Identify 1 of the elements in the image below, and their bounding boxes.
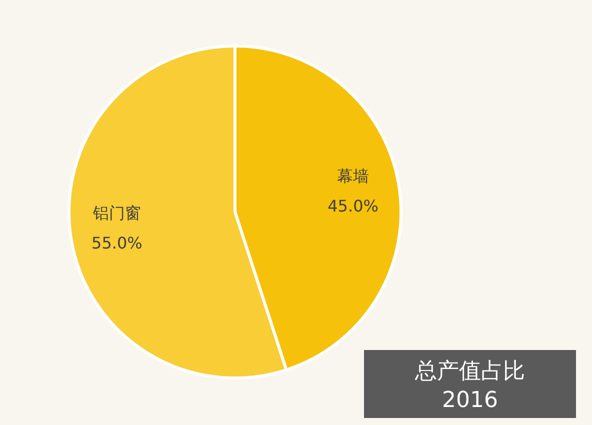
title-box: 总产值占比 2016 <box>364 350 576 418</box>
